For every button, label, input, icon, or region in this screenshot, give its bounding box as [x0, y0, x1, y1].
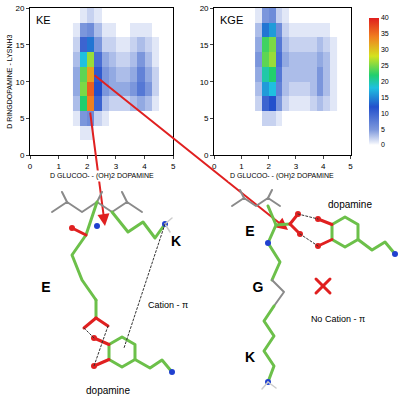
svg-text:D GLUCOO- - (OH)2 DOPAMINE: D GLUCOO- - (OH)2 DOPAMINE [50, 172, 154, 180]
svg-text:20: 20 [381, 78, 389, 85]
svg-text:35: 35 [381, 30, 389, 37]
svg-text:KGE: KGE [220, 14, 243, 26]
svg-text:20: 20 [200, 4, 209, 13]
svg-text:1: 1 [239, 162, 244, 171]
svg-text:15: 15 [15, 41, 24, 50]
svg-text:Cation - π: Cation - π [148, 300, 188, 310]
svg-text:G: G [253, 279, 264, 295]
svg-text:40: 40 [381, 14, 389, 21]
svg-text:0: 0 [28, 162, 33, 171]
svg-text:0: 0 [20, 151, 25, 160]
svg-text:10: 10 [381, 110, 389, 117]
svg-text:1: 1 [56, 162, 61, 171]
svg-text:K: K [245, 349, 255, 365]
svg-text:E: E [245, 223, 254, 239]
svg-text:30: 30 [381, 46, 389, 53]
svg-text:3: 3 [294, 162, 299, 171]
svg-text:E: E [41, 279, 50, 295]
svg-text:5: 5 [171, 162, 176, 171]
svg-text:25: 25 [381, 62, 389, 69]
svg-text:0: 0 [212, 162, 217, 171]
svg-text:K: K [171, 233, 181, 249]
svg-text:dopamine: dopamine [86, 385, 130, 396]
svg-text:KE: KE [36, 14, 51, 26]
svg-text:0: 0 [204, 151, 209, 160]
svg-text:4: 4 [142, 162, 147, 171]
svg-text:2: 2 [266, 162, 271, 171]
svg-text:D RINGDOPAMINE - LYSNH3: D RINGDOPAMINE - LYSNH3 [6, 34, 13, 128]
svg-text:0: 0 [381, 141, 385, 148]
svg-text:5: 5 [20, 114, 25, 123]
svg-text:5: 5 [204, 114, 209, 123]
svg-text:5: 5 [348, 162, 353, 171]
svg-text:15: 15 [200, 41, 209, 50]
svg-text:5: 5 [381, 126, 385, 133]
svg-text:dopamine: dopamine [328, 199, 372, 210]
svg-text:15: 15 [381, 94, 389, 101]
svg-text:4: 4 [321, 162, 326, 171]
svg-text:No Cation - π: No Cation - π [311, 314, 365, 324]
svg-text:10: 10 [200, 78, 209, 87]
svg-text:D GLUCOO- - (OH)2 DOPAMINE: D GLUCOO- - (OH)2 DOPAMINE [230, 172, 334, 180]
svg-text:20: 20 [15, 4, 24, 13]
svg-text:3: 3 [114, 162, 119, 171]
svg-text:2: 2 [85, 162, 90, 171]
svg-text:10: 10 [15, 78, 24, 87]
